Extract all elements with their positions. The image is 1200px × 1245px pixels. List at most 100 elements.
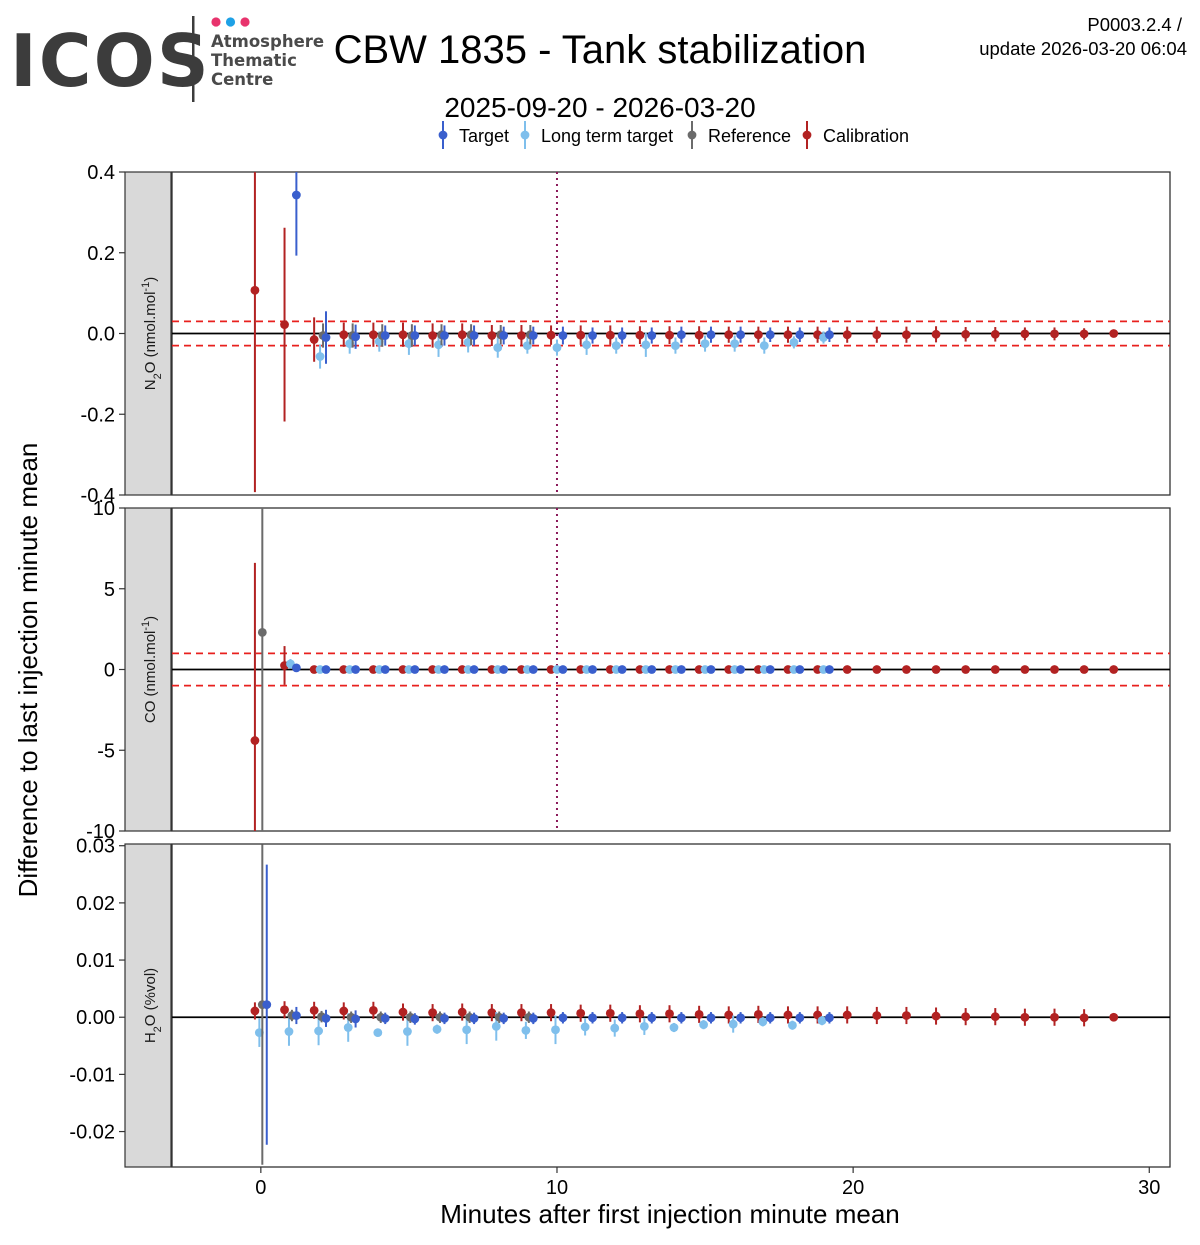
x-axis-title: Minutes after first injection minute mea… [440, 1199, 900, 1229]
data-point [1050, 329, 1059, 339]
series-target [291, 663, 834, 674]
y-tick-label: 0.00 [76, 1007, 115, 1029]
facet-strip-label: N2O (nmol.mol-1) [140, 277, 164, 390]
y-tick-label: -0.2 [81, 404, 115, 426]
data-point [588, 1013, 597, 1023]
data-point [428, 1008, 438, 1018]
data-point [825, 330, 834, 340]
data-point [730, 339, 740, 348]
facet-strip [124, 171, 172, 496]
data-point [380, 665, 390, 674]
data-point [487, 331, 497, 340]
series-target [291, 172, 834, 364]
data-point [1020, 665, 1030, 674]
data-point [753, 1009, 763, 1019]
data-point [321, 665, 331, 674]
data-point [517, 331, 526, 340]
data-point [700, 339, 710, 348]
logo-dot-3 [240, 17, 250, 27]
data-point [351, 332, 361, 342]
data-point [257, 627, 267, 637]
data-point [250, 736, 260, 745]
data-point [552, 343, 562, 353]
data-point [605, 330, 615, 340]
data-point [469, 331, 479, 340]
data-point [499, 665, 509, 674]
data-point [321, 1013, 331, 1023]
strip-label-part: H [142, 1032, 159, 1043]
panel-frame [171, 843, 1171, 1168]
logo-sub-2: Thematic [211, 51, 297, 70]
legend-label: Long term target [541, 126, 673, 146]
data-point [825, 665, 834, 674]
y-tick-label: 0.03 [76, 836, 115, 858]
data-point [321, 333, 331, 342]
legend-label: Calibration [823, 126, 909, 146]
data-point [665, 1009, 674, 1019]
y-tick-label: 10 [93, 498, 115, 520]
data-point [617, 665, 627, 674]
data-point [582, 340, 591, 350]
y-tick-label: 0.4 [87, 162, 115, 184]
series-reference [257, 508, 267, 831]
data-point [872, 665, 882, 674]
data-point [309, 335, 319, 344]
data-point [706, 665, 716, 674]
y-tick-label: -0.01 [69, 1064, 115, 1086]
data-point [462, 1025, 472, 1035]
data-point [647, 665, 657, 674]
data-point [902, 330, 911, 340]
series-target [262, 864, 834, 1145]
data-point [291, 1011, 301, 1020]
data-point [250, 1006, 260, 1016]
data-point [373, 1028, 383, 1038]
data-point [1050, 1012, 1059, 1022]
data-point [558, 331, 568, 340]
data-point [990, 1012, 1000, 1022]
data-point [368, 1005, 378, 1015]
data-point [961, 329, 971, 339]
y-tick-label: 0 [104, 660, 115, 682]
data-point [639, 1021, 649, 1031]
legend-label: Reference [708, 126, 791, 146]
strip-label-part: CO (nmol.mol [142, 631, 159, 724]
data-point [641, 340, 651, 350]
data-point [546, 330, 556, 340]
data-point [1079, 329, 1089, 339]
data-point [398, 330, 408, 340]
data-point [588, 331, 597, 340]
data-point [558, 665, 568, 674]
data-point [1020, 1012, 1030, 1022]
data-point [521, 1025, 531, 1035]
data-point [432, 1024, 442, 1034]
strip-label-part: ) [142, 616, 159, 621]
data-point [872, 330, 882, 340]
data-point [469, 1013, 479, 1023]
data-point [765, 665, 775, 674]
chart-title: CBW 1835 - Tank stabilization [334, 28, 867, 72]
data-point [789, 337, 799, 347]
data-point [546, 1008, 556, 1018]
panel-h2o: H2O (%vol) -0.02 -0.01 0.00 0.01 0.02 0.03 [69, 836, 1171, 1168]
data-point [783, 1010, 793, 1020]
data-point [1079, 665, 1089, 674]
data-point [410, 665, 420, 674]
update-label: update 2026-03-20 06:04 [979, 38, 1187, 59]
data-point [469, 665, 479, 674]
version-label: P0003.2.4 / [1087, 14, 1182, 35]
data-point [617, 1013, 627, 1023]
y-tick-label: -10 [86, 821, 115, 843]
data-point [765, 1013, 775, 1023]
data-point [291, 190, 301, 200]
data-point [576, 1008, 586, 1018]
data-point [605, 1008, 615, 1018]
logo-divider [192, 16, 195, 102]
strip-label-part: 2 [152, 1026, 164, 1032]
icos-logo: ICOS Atmosphere Thematic Centre [10, 16, 324, 103]
data-point [795, 665, 805, 674]
x-tick-label: 20 [842, 1177, 864, 1199]
legend-key-point [438, 130, 448, 140]
data-point [817, 1016, 827, 1026]
data-point [457, 330, 467, 340]
